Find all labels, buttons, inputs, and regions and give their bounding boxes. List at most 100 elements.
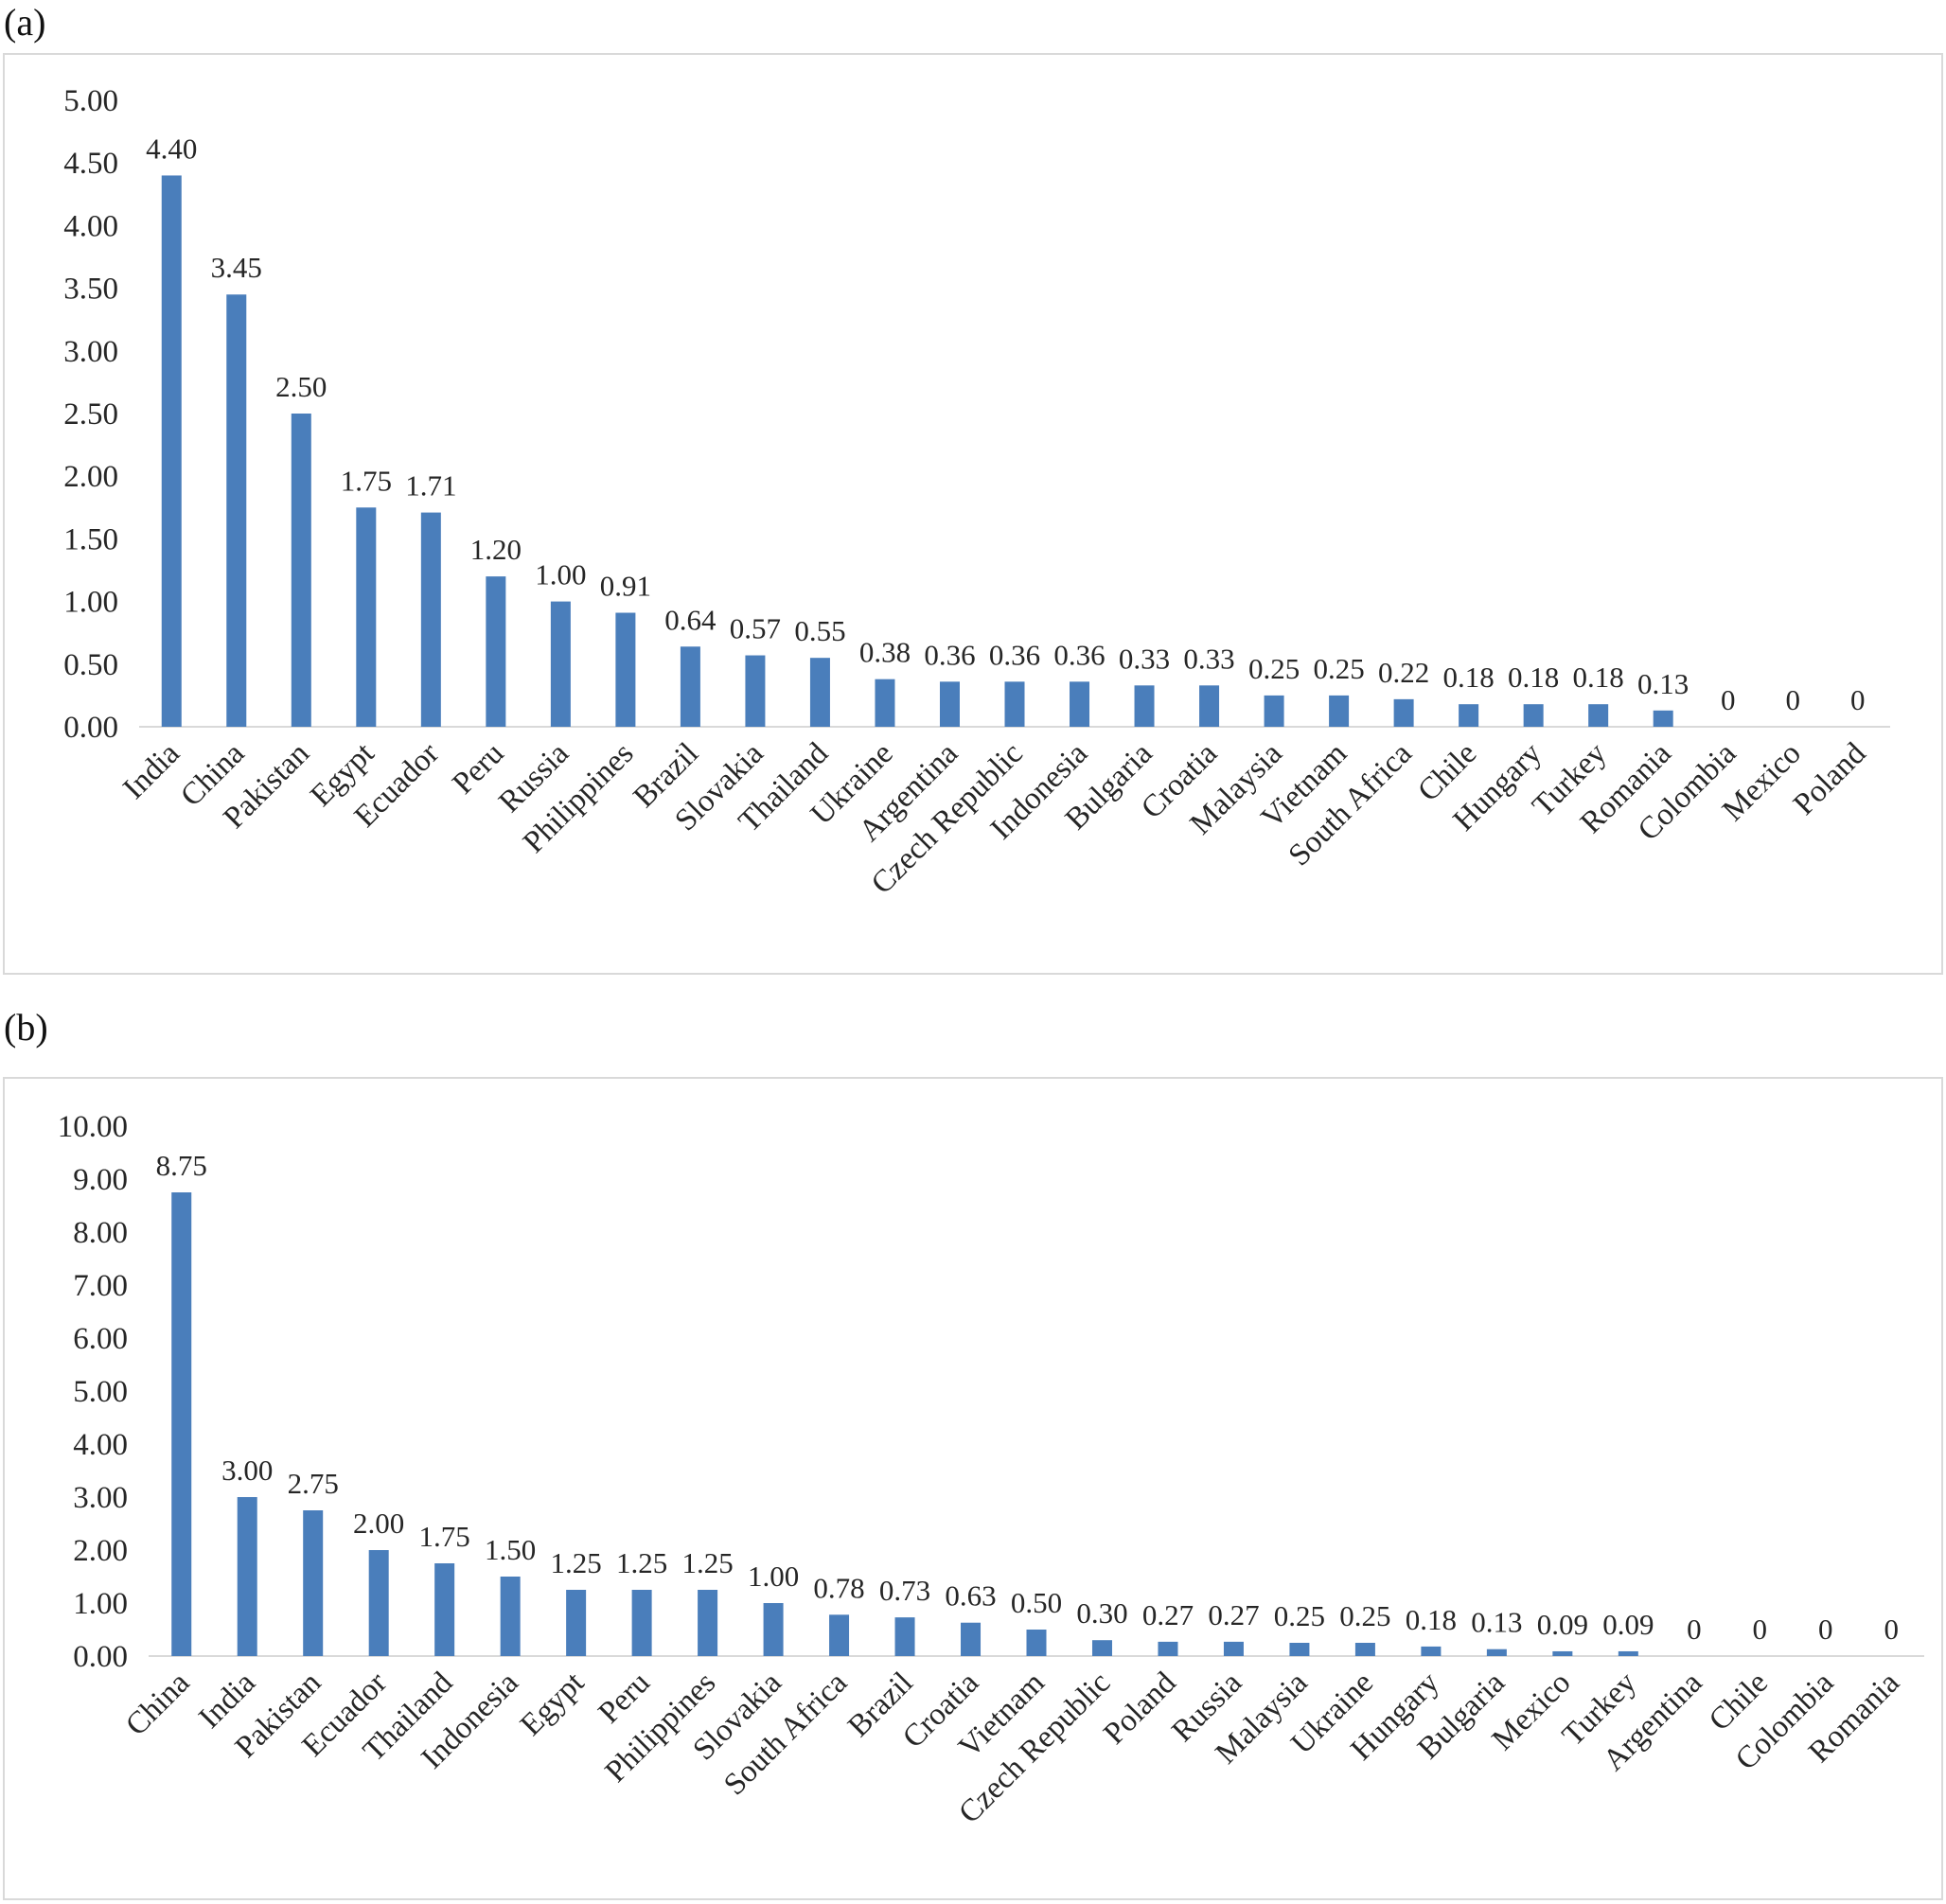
bar-brazil bbox=[894, 1617, 915, 1656]
chart-a-frame: 0.00 0.50 1.00 1.50 2.00 2.50 3.00 3.50 4.00 4.50… bbox=[3, 53, 1943, 975]
data-label: 2.00 bbox=[353, 1507, 404, 1540]
bar-turkey bbox=[1618, 1650, 1638, 1656]
bar-ecuador bbox=[420, 512, 441, 727]
chart-b: 0.00 1.00 2.00 3.00 4.00 5.00 6.00 7.00 8.00 9.00… bbox=[58, 1110, 1924, 1830]
y-tick-label: 1.00 bbox=[73, 1587, 128, 1621]
data-label: 4.40 bbox=[146, 132, 197, 165]
bar-indonesia bbox=[500, 1577, 521, 1656]
bar-ecuador bbox=[368, 1550, 389, 1656]
data-label: 0 bbox=[1687, 1613, 1702, 1646]
bar-bulgaria bbox=[1134, 685, 1155, 727]
data-label: 0.64 bbox=[664, 603, 716, 636]
data-label: 1.75 bbox=[419, 1520, 470, 1553]
bar-russia bbox=[550, 601, 571, 727]
data-label: 0 bbox=[1721, 683, 1736, 716]
bar-peru bbox=[486, 576, 506, 727]
data-label: 8.75 bbox=[156, 1149, 207, 1182]
data-label: 0.18 bbox=[1406, 1603, 1457, 1636]
data-label: 0.13 bbox=[1471, 1606, 1522, 1639]
y-tick-label: 9.00 bbox=[73, 1163, 128, 1197]
y-tick-label: 2.00 bbox=[73, 1534, 128, 1568]
y-tick-label: 1.00 bbox=[63, 586, 118, 620]
data-label: 0 bbox=[1884, 1613, 1900, 1646]
bar-thailand bbox=[809, 658, 830, 727]
bar-india bbox=[161, 175, 182, 727]
y-tick-label: 8.00 bbox=[73, 1216, 128, 1250]
y-tick-label: 0.00 bbox=[63, 711, 118, 745]
data-label: 1.75 bbox=[341, 464, 392, 497]
bar-south-africa bbox=[829, 1614, 850, 1656]
bar-ukraine bbox=[1354, 1643, 1375, 1656]
data-label: 0.91 bbox=[600, 570, 651, 603]
y-tick-label: 3.00 bbox=[63, 335, 118, 369]
bar-malaysia bbox=[1289, 1643, 1310, 1656]
data-label: 1.71 bbox=[405, 469, 456, 502]
bar-peru bbox=[631, 1590, 652, 1656]
panel-a-label: (a) bbox=[4, 1, 46, 44]
bar-egypt bbox=[356, 507, 377, 727]
data-label: 0 bbox=[1785, 683, 1800, 716]
y-tick-label: 4.00 bbox=[73, 1428, 128, 1462]
bar-china bbox=[226, 294, 247, 727]
data-label: 0.33 bbox=[1119, 642, 1170, 675]
bar-china bbox=[171, 1192, 192, 1656]
y-tick-label: 2.50 bbox=[63, 397, 118, 432]
chart-a: 0.00 0.50 1.00 1.50 2.00 2.50 3.00 3.50 4.00 4.50… bbox=[63, 84, 1890, 901]
bar-bulgaria bbox=[1486, 1648, 1507, 1656]
data-label: 1.50 bbox=[485, 1533, 536, 1566]
data-label: 0.27 bbox=[1208, 1598, 1259, 1631]
data-label: 0.57 bbox=[730, 612, 781, 645]
data-label: 0.30 bbox=[1076, 1596, 1127, 1630]
bar-vietnam bbox=[1026, 1630, 1047, 1656]
data-label: 0.33 bbox=[1183, 642, 1234, 675]
y-tick-label: 4.50 bbox=[63, 147, 118, 181]
data-label: 0.22 bbox=[1378, 656, 1429, 689]
bar-poland bbox=[1158, 1641, 1178, 1656]
data-label: 0.09 bbox=[1537, 1608, 1588, 1641]
bar-argentina bbox=[939, 681, 960, 727]
data-label: 0.13 bbox=[1637, 667, 1689, 700]
bar-philippines bbox=[698, 1590, 718, 1656]
data-label: 0.36 bbox=[1053, 638, 1105, 671]
bar-mexico bbox=[1552, 1650, 1573, 1656]
bar-romania bbox=[1653, 710, 1673, 727]
data-label: 0.18 bbox=[1443, 661, 1495, 694]
bar-turkey bbox=[1588, 704, 1609, 727]
bar-vietnam bbox=[1329, 695, 1350, 727]
data-label: 0.78 bbox=[813, 1571, 864, 1604]
data-label: 0 bbox=[1753, 1613, 1768, 1646]
y-tick-label: 2.00 bbox=[63, 460, 118, 494]
bar-philippines bbox=[615, 612, 636, 727]
bar-indonesia bbox=[1070, 681, 1090, 727]
data-label: 2.50 bbox=[275, 370, 327, 403]
bar-thailand bbox=[434, 1563, 455, 1656]
bar-india bbox=[237, 1497, 257, 1656]
bar-croatia bbox=[961, 1622, 982, 1656]
bar-slovakia bbox=[745, 655, 766, 727]
x-tick-label: Poland bbox=[1787, 736, 1873, 822]
y-tick-label: 7.00 bbox=[73, 1269, 128, 1303]
x-tick-label: Poland bbox=[1097, 1666, 1183, 1752]
bar-pakistan bbox=[291, 414, 311, 727]
data-label: 1.25 bbox=[551, 1546, 602, 1579]
data-label: 0.09 bbox=[1602, 1608, 1654, 1641]
data-label: 0 bbox=[1850, 683, 1866, 716]
data-label: 1.25 bbox=[681, 1546, 733, 1579]
data-label: 0.25 bbox=[1274, 1599, 1325, 1632]
bar-ukraine bbox=[875, 679, 895, 727]
data-label: 0.18 bbox=[1508, 661, 1559, 694]
data-label: 0.25 bbox=[1339, 1599, 1390, 1632]
y-tick-label: 0.50 bbox=[63, 648, 118, 682]
bar-egypt bbox=[566, 1590, 587, 1656]
bar-malaysia bbox=[1264, 695, 1284, 727]
data-label: 1.25 bbox=[616, 1546, 667, 1579]
data-label: 0.36 bbox=[924, 638, 975, 671]
data-label: 0 bbox=[1818, 1613, 1833, 1646]
y-tick-label: 10.00 bbox=[58, 1110, 128, 1144]
y-tick-label: 3.50 bbox=[63, 273, 118, 307]
data-label: 0.63 bbox=[945, 1579, 996, 1613]
data-label: 0.27 bbox=[1142, 1598, 1194, 1631]
chart-b-frame: 0.00 1.00 2.00 3.00 4.00 5.00 6.00 7.00 8.00 9.00… bbox=[3, 1077, 1943, 1900]
y-tick-label: 1.50 bbox=[63, 522, 118, 556]
y-tick-label: 3.00 bbox=[73, 1481, 128, 1515]
